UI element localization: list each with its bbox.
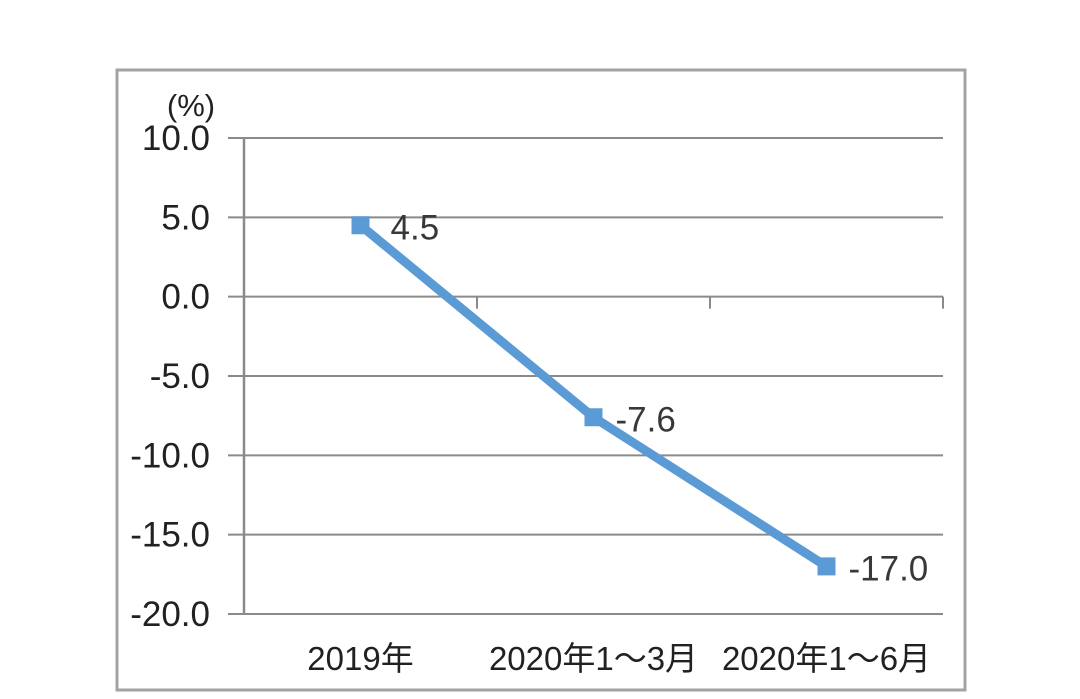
y-tick-label: -5.0 — [150, 357, 210, 396]
y-tick-label: 5.0 — [161, 198, 210, 237]
y-axis-unit-label: (%) — [166, 88, 216, 123]
data-label: 4.5 — [391, 208, 440, 247]
data-point-marker — [351, 216, 370, 235]
data-label: -7.6 — [616, 400, 676, 439]
y-tick-label: -15.0 — [130, 516, 210, 555]
x-category-label: 2020年1～6月 — [722, 640, 931, 677]
data-point-marker — [584, 408, 603, 427]
y-tick-label: 10.0 — [142, 119, 210, 158]
y-tick-label: 0.0 — [161, 278, 210, 317]
x-category-label: 2019年 — [307, 640, 413, 677]
y-tick-label: -20.0 — [130, 595, 210, 634]
data-label: -17.0 — [849, 549, 929, 588]
data-point-marker — [817, 557, 836, 576]
chart-border — [115, 68, 967, 692]
y-tick-label: -10.0 — [130, 436, 210, 475]
x-category-label: 2020年1～3月 — [489, 640, 698, 677]
